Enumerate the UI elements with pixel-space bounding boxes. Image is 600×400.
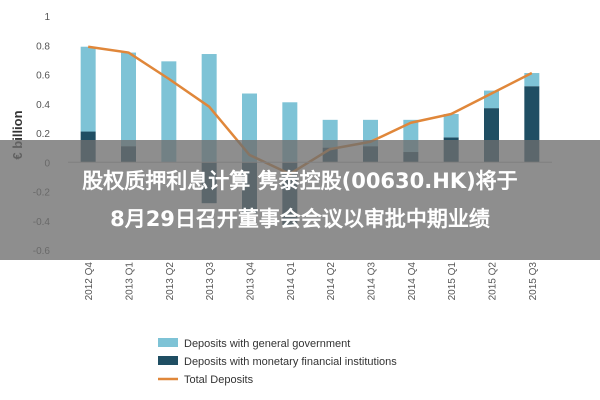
x-tick-label: 2013 Q4 bbox=[246, 262, 257, 301]
bar-general-government bbox=[443, 113, 459, 138]
bar-general-government bbox=[80, 46, 96, 132]
legend: Deposits with general government Deposits… bbox=[158, 338, 397, 386]
x-tick-label: 2013 Q1 bbox=[125, 262, 136, 301]
x-tick-label: 2015 Q2 bbox=[488, 262, 499, 301]
legend-label: Deposits with monetary financial institu… bbox=[184, 356, 397, 368]
headline-line-1: 股权质押利息计算 隽泰控股(00630.HK)将于 bbox=[82, 169, 518, 193]
headline-banner: 股权质押利息计算 隽泰控股(00630.HK)将于 8月29日召开董事会会议以审… bbox=[0, 140, 600, 260]
y-tick-label: 0.4 bbox=[36, 100, 50, 111]
legend-label: Deposits with general government bbox=[184, 338, 350, 350]
y-tick-label: 0.8 bbox=[36, 41, 50, 52]
x-tick-label: 2014 Q4 bbox=[407, 262, 418, 301]
headline-line-2: 8月29日召开董事会会议以审批中期业绩 bbox=[110, 207, 490, 231]
x-tick-label: 2015 Q1 bbox=[447, 262, 458, 301]
x-tick-label: 2015 Q3 bbox=[528, 262, 539, 301]
legend-swatch bbox=[158, 356, 178, 365]
x-tick-label: 2014 Q3 bbox=[367, 262, 378, 301]
bar-general-government bbox=[121, 52, 136, 147]
x-tick-label: 2014 Q2 bbox=[326, 262, 337, 301]
x-tick-label: 2013 Q2 bbox=[165, 262, 176, 301]
legend-swatch bbox=[158, 338, 178, 347]
bar-general-government bbox=[161, 61, 177, 163]
x-tick-label: 2013 Q3 bbox=[205, 262, 216, 301]
x-tick-label: 2012 Q4 bbox=[84, 262, 95, 301]
legend-label: Total Deposits bbox=[184, 374, 254, 386]
x-tick-label: 2014 Q1 bbox=[286, 262, 297, 301]
y-tick-label: 0.6 bbox=[36, 71, 50, 82]
y-tick-label: 1 bbox=[44, 12, 50, 23]
y-tick-label: 0.2 bbox=[36, 129, 50, 140]
